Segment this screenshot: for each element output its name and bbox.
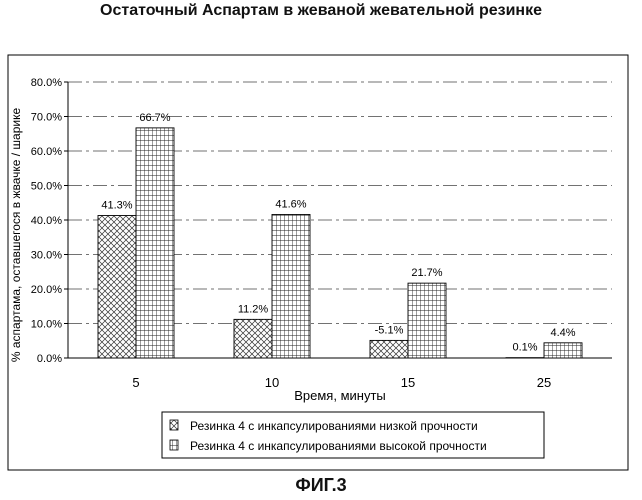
y-tick-label: 10.0%: [31, 319, 62, 331]
data-label: 21.7%: [411, 267, 442, 279]
figure-label: ФИГ.3: [0, 475, 642, 496]
legend-label-low: Резинка 4 с инкапсулированиями низкой пр…: [190, 419, 478, 433]
data-label: 4.4%: [550, 327, 575, 339]
y-tick-label: 40.0%: [31, 215, 62, 227]
x-tick-label: 25: [537, 375, 551, 390]
data-label: 0.1%: [512, 342, 537, 354]
bar-series-2: [136, 128, 174, 358]
bar-series-1: [98, 216, 136, 358]
data-label: 41.3%: [101, 200, 132, 212]
bar-series-2: [408, 283, 446, 358]
data-label: -5.1%: [375, 324, 404, 336]
y-tick-label: 60.0%: [31, 146, 62, 158]
data-label: 66.7%: [139, 112, 170, 124]
y-tick-label: 20.0%: [31, 284, 62, 296]
y-tick-label: 0.0%: [37, 353, 62, 365]
y-tick-label: 70.0%: [31, 112, 62, 124]
y-tick-labels: 0.0% 10.0% 20.0% 30.0% 40.0% 50.0% 60.0% 70.0% 8…: [31, 77, 68, 365]
bar-series-2: [272, 214, 310, 358]
legend-swatch-high: [170, 440, 178, 450]
legend: Резинка 4 с инкапсулированиями низкой пр…: [162, 412, 544, 458]
x-tick-label: 15: [401, 375, 415, 390]
data-label: 11.2%: [238, 303, 269, 315]
legend-label-high: Резинка 4 с инкапсулированиями высокой п…: [190, 439, 487, 453]
y-tick-label: 30.0%: [31, 250, 62, 262]
data-label: 41.6%: [275, 198, 306, 210]
x-tick-label: 5: [132, 375, 139, 390]
legend-swatch-low: [170, 420, 178, 430]
x-axis-label: Время, минуты: [294, 388, 386, 403]
y-tick-label: 50.0%: [31, 181, 62, 193]
bar-chart: 0.0% 10.0% 20.0% 30.0% 40.0% 50.0% 60.0% 70.0% 8…: [0, 0, 642, 472]
bar-series-1: [370, 340, 408, 358]
bar-series-2: [544, 343, 582, 358]
y-tick-label: 80.0%: [31, 77, 62, 89]
bar-series-1: [234, 319, 272, 358]
y-axis-label: % аспартама, оставшегося в жвачке / шари…: [9, 108, 23, 363]
x-tick-label: 10: [265, 375, 279, 390]
bars: [98, 128, 582, 358]
